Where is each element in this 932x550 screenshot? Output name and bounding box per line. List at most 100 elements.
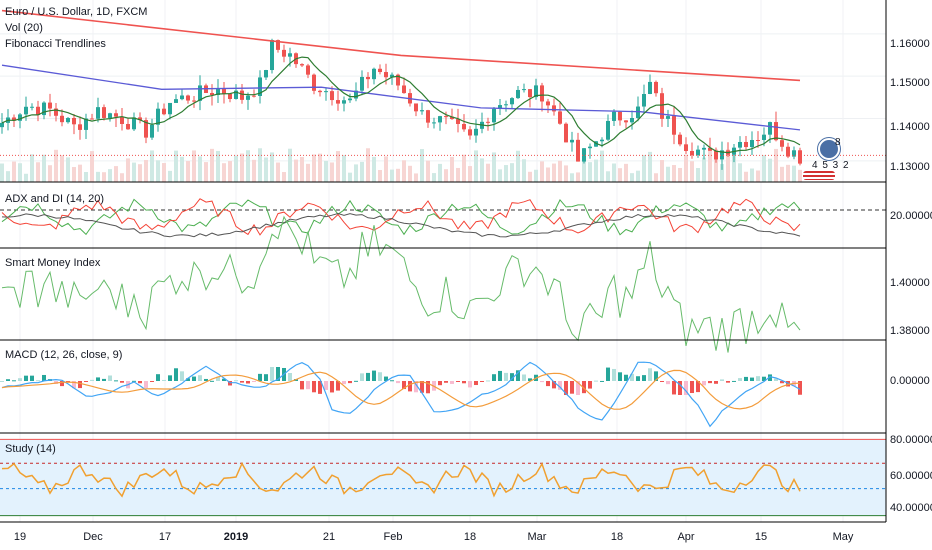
macd-histogram-bar	[684, 381, 688, 395]
candle-body	[738, 141, 742, 148]
volume-bar	[144, 159, 148, 182]
candle-body	[462, 123, 466, 130]
macd-histogram-bar	[30, 375, 34, 381]
macd-histogram-bar	[732, 380, 736, 382]
y-tick-label: 80.00000	[890, 434, 932, 446]
volume-bar	[684, 154, 688, 182]
volume-bar	[294, 159, 298, 182]
macd-histogram-bar	[696, 381, 700, 393]
macd-histogram-bar	[426, 381, 430, 394]
candle-body	[336, 100, 340, 104]
macd-histogram-bar	[714, 381, 718, 384]
volume-bar	[516, 150, 520, 182]
macd-histogram-bar	[612, 368, 616, 381]
volume-bar	[672, 165, 676, 182]
candle-body	[126, 123, 130, 130]
candlestick-series	[0, 38, 802, 170]
volume-bar	[546, 167, 550, 182]
macd-histogram-bar	[636, 376, 640, 381]
candle-body	[696, 149, 700, 156]
macd-histogram-bar	[228, 381, 232, 386]
macd-histogram-bar	[6, 379, 10, 381]
volume-bar	[174, 150, 178, 182]
macd-histogram-bar	[474, 381, 478, 386]
lower-indicators	[0, 198, 886, 517]
volume-bar	[324, 160, 328, 182]
macd-histogram-bar	[630, 373, 634, 381]
candle-body	[276, 40, 280, 50]
macd-histogram-bar	[270, 367, 274, 381]
macd-histogram-bar	[624, 374, 628, 381]
volume-bar	[372, 156, 376, 182]
candle-body	[234, 90, 238, 99]
macd-histogram-bar	[192, 376, 196, 381]
volume-bar	[246, 150, 250, 182]
volume-bar	[102, 172, 106, 182]
y-tick-label: 40.00000	[890, 502, 932, 514]
volume-bar	[432, 173, 436, 182]
macd-histogram-bar	[102, 378, 106, 381]
volume-bar	[312, 154, 316, 182]
macd-histogram-bar	[504, 372, 508, 381]
macd-histogram-bar	[402, 381, 406, 390]
candle-body	[210, 92, 214, 95]
macd-histogram-bar	[678, 381, 682, 395]
macd-histogram-bar	[288, 373, 292, 381]
di-minus-line	[1, 198, 801, 236]
macd-histogram-bar	[120, 381, 124, 383]
ma-fast-line	[1, 56, 801, 154]
macd-histogram-bar	[702, 381, 706, 386]
candle-body	[180, 95, 184, 100]
volume-bar	[108, 169, 112, 182]
volume-bar	[648, 151, 652, 182]
candle-body	[768, 122, 772, 135]
candle-body	[564, 123, 568, 143]
candle-body	[780, 140, 784, 147]
candle-body	[762, 134, 766, 141]
candle-body	[522, 89, 526, 91]
volume-bar	[576, 172, 580, 182]
macd-histogram-bar	[390, 380, 394, 382]
candle-body	[66, 117, 70, 123]
candle-body	[114, 113, 118, 117]
x-tick-label: Dec	[83, 531, 103, 543]
indicator-vol-label: Vol (20)	[5, 22, 43, 34]
volume-bar	[750, 168, 754, 182]
volume-bar	[780, 166, 784, 182]
candle-body	[618, 111, 622, 121]
candle-body	[678, 134, 682, 145]
candle-body	[528, 89, 532, 98]
volume-bar	[792, 165, 796, 182]
candle-body	[516, 89, 520, 99]
volume-bar	[588, 162, 592, 182]
volume-bar	[318, 153, 322, 182]
candle-body	[558, 111, 562, 124]
macd-histogram-bar	[480, 381, 484, 382]
event-badge-numbers: 4 5 3 2	[812, 160, 850, 171]
macd-histogram-bar	[690, 381, 694, 394]
candle-body	[60, 115, 64, 123]
macd-histogram-bar	[774, 378, 778, 381]
macd-histogram-bar	[570, 381, 574, 394]
candle-body	[90, 118, 94, 120]
candle-body	[222, 88, 226, 94]
candle-body	[54, 108, 58, 116]
volume-bar	[642, 155, 646, 182]
candle-body	[72, 117, 76, 125]
y-tick-label: 1.16000	[890, 38, 930, 50]
volume-bar	[300, 157, 304, 182]
macd-histogram-bar	[618, 372, 622, 381]
event-badge-icon[interactable]	[818, 138, 840, 160]
adx-line	[1, 212, 801, 238]
macd-histogram-bar	[306, 381, 310, 390]
macd-histogram-bar	[582, 381, 586, 394]
macd-histogram-bar	[576, 381, 580, 395]
macd-histogram-bar	[186, 378, 190, 381]
candle-body	[312, 74, 316, 91]
macd-histogram-bar	[336, 381, 340, 391]
macd-histogram-bar	[0, 381, 4, 382]
macd-histogram-bar	[96, 377, 100, 381]
candle-body	[330, 91, 334, 101]
candle-body	[0, 122, 4, 128]
